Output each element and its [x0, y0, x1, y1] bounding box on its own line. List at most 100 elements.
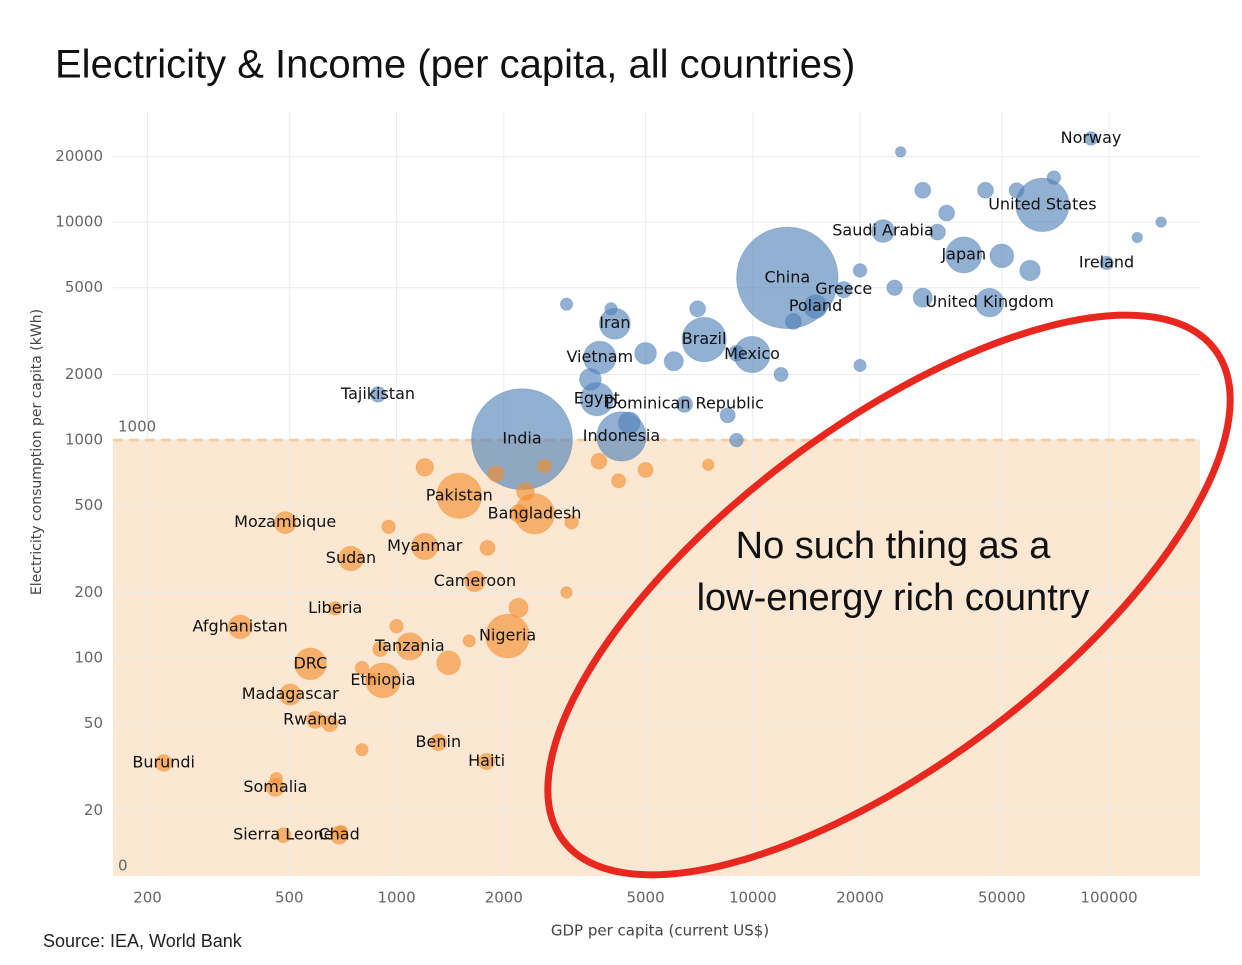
- bubble: [389, 618, 404, 634]
- point-label: Chad: [318, 825, 359, 844]
- x-tick-label: 100000: [1080, 889, 1137, 907]
- bubble: [1131, 231, 1144, 244]
- point-label: Brazil: [682, 329, 727, 348]
- bubble: [485, 613, 531, 659]
- bubble: [279, 683, 302, 706]
- bubble: [728, 344, 745, 362]
- point-label: Iran: [599, 313, 630, 332]
- y-tick-label: 100: [74, 649, 103, 667]
- point-label: Nigeria: [479, 626, 536, 645]
- bubble: [365, 672, 378, 686]
- bubble: [803, 294, 828, 319]
- y-tick-label: 20: [84, 801, 103, 819]
- point-label: Ireland: [1079, 252, 1134, 271]
- bubble: [487, 465, 505, 483]
- bubble: [429, 733, 448, 752]
- bubble: [1008, 182, 1025, 199]
- bubble: [154, 754, 173, 772]
- bubble: [604, 302, 618, 316]
- x-tick-label: 500: [275, 889, 304, 907]
- point-label: Mexico: [724, 344, 780, 363]
- bubble: [894, 146, 907, 158]
- point-label: United Kingdom: [925, 292, 1053, 311]
- point-label: Myanmar: [387, 536, 463, 555]
- bubble: [369, 386, 387, 403]
- point-label: Afghanistan: [193, 616, 288, 635]
- point-label: Greece: [815, 279, 872, 298]
- highlight-oval: [544, 311, 1234, 879]
- bubble: [365, 662, 401, 699]
- bubble: [938, 204, 956, 222]
- bubble: [974, 287, 1005, 318]
- y-tick-label: 500: [74, 496, 103, 514]
- bubble: [1155, 216, 1167, 228]
- bubble: [537, 458, 552, 474]
- bubble: [989, 243, 1015, 269]
- bubble: [338, 545, 364, 572]
- x-tick-label: 20000: [836, 889, 884, 907]
- bubble: [334, 824, 349, 839]
- point-label: Burundi: [132, 752, 195, 771]
- x-tick-label: 5000: [626, 889, 664, 907]
- bubble: [634, 341, 657, 365]
- bubble: [681, 316, 727, 363]
- bubble: [977, 181, 994, 199]
- bubble: [871, 219, 895, 243]
- bubble: [853, 358, 867, 373]
- bubble: [617, 411, 641, 435]
- bubble: [477, 752, 496, 771]
- x-tick-label: 10000: [729, 889, 777, 907]
- point-label: DRC: [293, 653, 327, 672]
- bubble: [1015, 177, 1070, 233]
- point-label: Tajikistan: [340, 384, 415, 403]
- bubble: [355, 742, 369, 757]
- bubble: [395, 632, 425, 661]
- bubble: [582, 340, 617, 375]
- bubble: [436, 650, 462, 676]
- point-label: Saudi Arabia: [832, 221, 934, 240]
- annotation: No such thing as a: [736, 525, 1052, 567]
- source: Source: IEA, World Bank: [43, 931, 243, 951]
- bubble: [516, 482, 535, 501]
- y-tick-label: 10000: [55, 213, 103, 231]
- bubble: [689, 300, 707, 318]
- y-tick-label: 20000: [55, 147, 103, 165]
- bubble: [912, 287, 933, 308]
- bubble: [773, 366, 789, 383]
- bubble: [1083, 131, 1099, 146]
- point-label: Japan: [940, 244, 986, 263]
- point-label: Cameroon: [434, 571, 516, 590]
- x-axis-label: GDP per capita (current US$): [551, 922, 769, 940]
- point-label: Rwanda: [283, 709, 347, 728]
- y-tick-label: 50: [84, 714, 103, 732]
- bubble: [269, 771, 284, 786]
- bubble: [227, 614, 253, 640]
- band-high-label: 1000: [118, 418, 156, 436]
- point-label: Haiti: [468, 751, 505, 770]
- bubble: [729, 432, 744, 448]
- bubble: [321, 715, 339, 733]
- bubble: [719, 407, 736, 424]
- point-label: Mozambique: [234, 512, 336, 531]
- bubble: [354, 660, 370, 676]
- bubble: [559, 297, 574, 311]
- point-labels: Norway United States Saudi Arabia Japan Irel…: [132, 128, 1134, 844]
- bubble: [929, 223, 946, 241]
- point-label: United States: [988, 194, 1096, 213]
- bubble: [508, 597, 529, 618]
- y-tick-label: 200: [74, 583, 103, 601]
- bubble: [275, 827, 292, 844]
- point-label: Sierra Leone: [233, 825, 333, 844]
- y-axis-label: Electricity consumption per capita (kWh): [29, 309, 45, 595]
- bubble: [702, 458, 715, 472]
- point-label: India: [502, 429, 541, 448]
- bubble: [1099, 255, 1114, 271]
- y-tick-label: 1000: [65, 431, 103, 449]
- bubble: [852, 263, 868, 278]
- y-tick-label: 5000: [65, 278, 103, 296]
- point-label: Madagascar: [242, 684, 339, 703]
- bubble: [372, 640, 389, 658]
- point-label: Benin: [416, 732, 462, 751]
- point-label: Ethiopia: [350, 670, 415, 689]
